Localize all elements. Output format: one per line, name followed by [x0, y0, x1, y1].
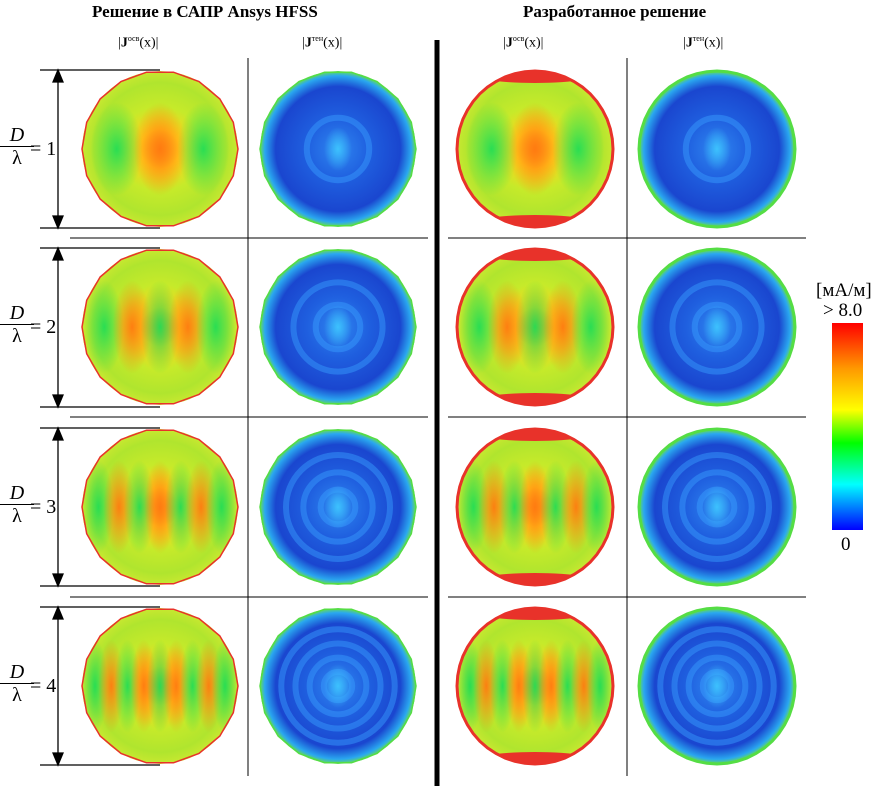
vector-symbol: J — [685, 35, 693, 51]
row-label-2-value: = 2 — [30, 316, 57, 338]
vector-sup: тен — [311, 34, 324, 43]
col-label-hfss-shadow: |Jтен(x)| — [302, 34, 343, 51]
field-plot-r2-c1 — [81, 249, 239, 405]
denominator: λ — [12, 147, 22, 169]
vector-sup: осв — [512, 34, 525, 43]
colorbar — [832, 323, 863, 530]
grid-lines — [70, 58, 806, 776]
row-label-4-fraction: D λ — [0, 661, 34, 706]
vector-sup: тен — [692, 34, 705, 43]
denominator: λ — [12, 684, 22, 706]
row-label-3-fraction: D λ — [0, 482, 34, 527]
row-label-2-fraction: D λ — [0, 302, 34, 347]
vector-arg: (x) — [524, 35, 541, 51]
numerator: D — [0, 482, 34, 505]
vector-arg: (x) — [704, 35, 721, 51]
field-plot-r1-c3 — [455, 69, 615, 229]
colorbar-unit: [мА/м] — [816, 280, 872, 301]
row-label-4-value: = 4 — [30, 675, 57, 697]
field-plot-r3-c3 — [455, 427, 615, 587]
row-label-1-value: = 1 — [30, 138, 57, 160]
vector-arg: (x) — [323, 35, 340, 51]
colorbar-max-label: > 8.0 — [823, 300, 863, 321]
colorbar-min-label: 0 — [841, 534, 851, 555]
field-plot-r4-c1 — [81, 608, 239, 764]
field-plot-r1-c4 — [637, 69, 797, 229]
field-plot-r2-c2 — [259, 249, 417, 405]
field-plot-r3-c4 — [637, 427, 797, 587]
numerator: D — [0, 661, 34, 684]
field-plot-r4-c2 — [259, 608, 417, 764]
field-plot-r1-c2 — [259, 71, 417, 227]
denominator: λ — [12, 325, 22, 347]
field-plot-r2-c3 — [455, 247, 615, 407]
field-plot-r4-c4 — [637, 606, 797, 766]
col-label-dev-shadow: |Jтен(x)| — [683, 34, 724, 51]
numerator: D — [0, 124, 34, 147]
left-group-title: Решение в САПР Ansys HFSS — [92, 2, 318, 21]
vector-symbol: J — [505, 35, 513, 51]
vector-arg: (x) — [139, 35, 156, 51]
field-plot-r1-c1 — [81, 71, 239, 227]
col-label-dev-lit: |Jосв(x)| — [503, 34, 544, 51]
vector-symbol: J — [120, 35, 128, 51]
field-plot-r2-c4 — [637, 247, 797, 407]
vector-sup: осв — [127, 34, 140, 43]
numerator: D — [0, 302, 34, 325]
field-plot-r4-c3 — [455, 606, 615, 766]
row-label-3-value: = 3 — [30, 496, 57, 518]
col-label-hfss-lit: |Jосв(x)| — [118, 34, 159, 51]
diameter-markers — [40, 68, 160, 767]
row-label-1-fraction: D λ — [0, 124, 34, 169]
field-plot-r3-c1 — [81, 429, 239, 585]
right-group-title: Разработанное решение — [523, 2, 707, 21]
field-plot-r3-c2 — [259, 429, 417, 585]
denominator: λ — [12, 505, 22, 527]
vector-symbol: J — [304, 35, 312, 51]
